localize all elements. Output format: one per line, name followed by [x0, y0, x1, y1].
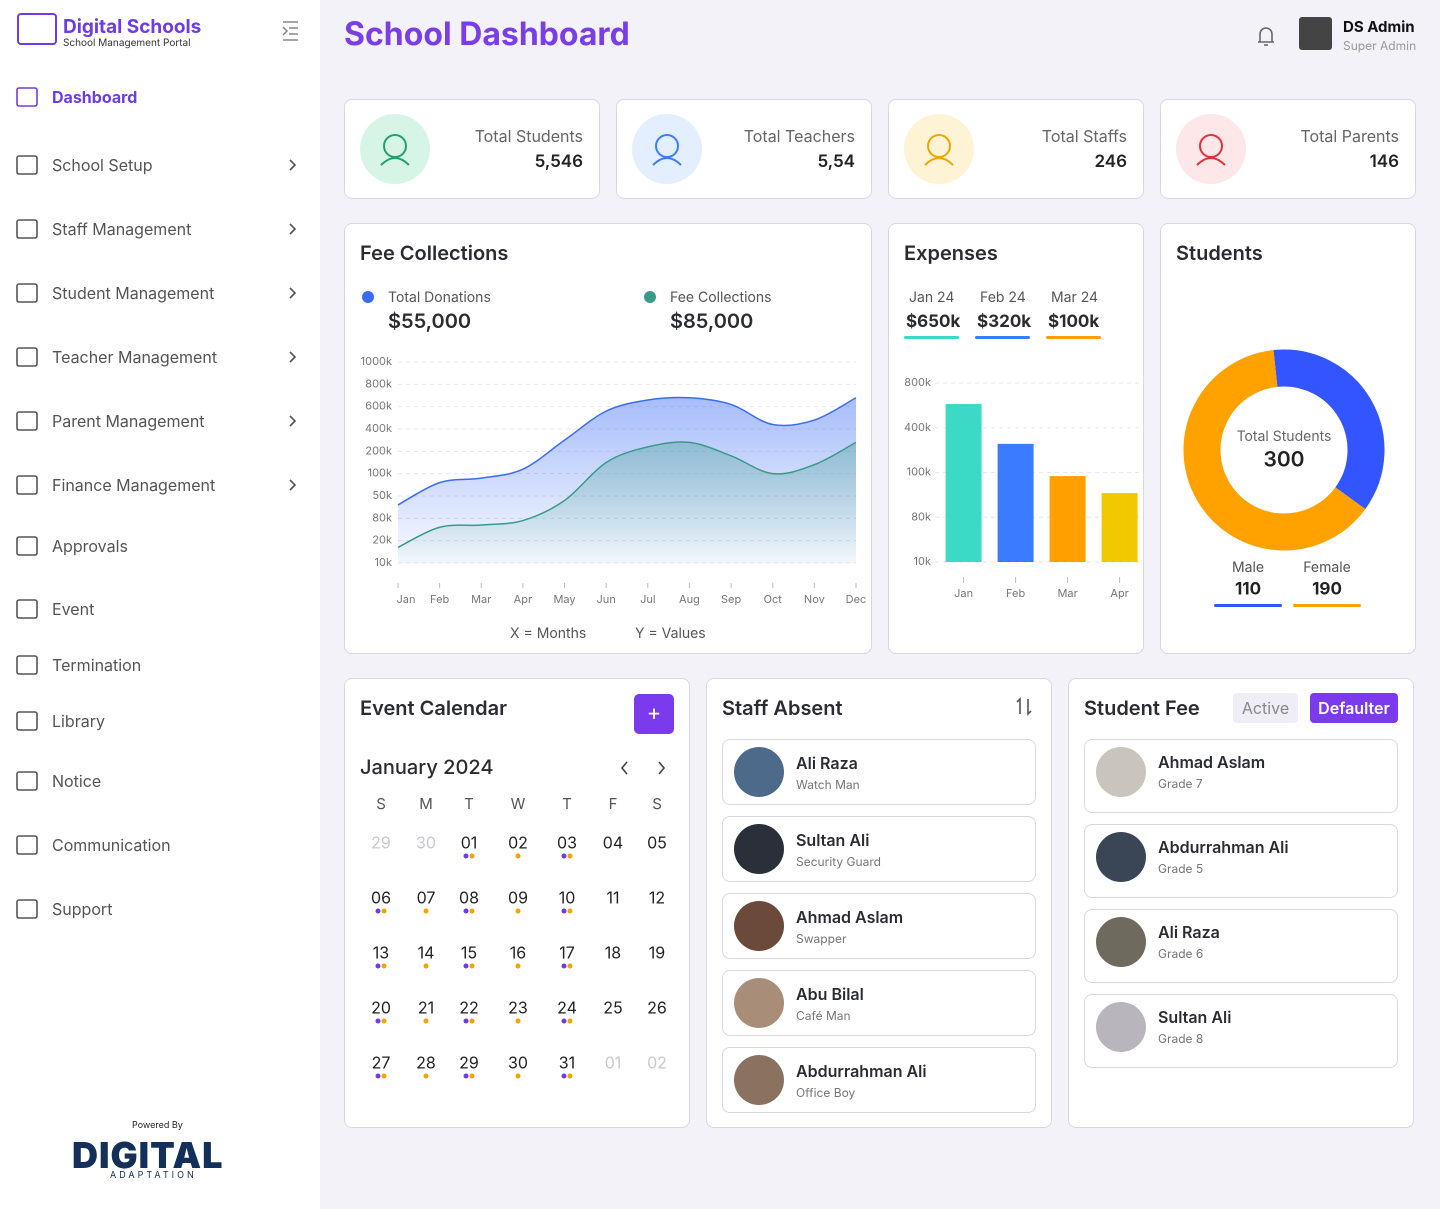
menu-item[interactable]: Student Management [52, 283, 215, 303]
student-grade: Grade 6 [1158, 946, 1204, 961]
list-item[interactable] [1084, 739, 1398, 813]
staff-role: Café Man [796, 1008, 851, 1023]
stat-card [1160, 99, 1416, 199]
student-grade: Grade 8 [1158, 1031, 1204, 1046]
list-item[interactable] [1084, 994, 1398, 1068]
student-name: Ahmad Aslam [1158, 752, 1266, 772]
stat-value: 146 [1369, 152, 1399, 172]
stat-label: Total Teachers [743, 126, 855, 146]
add-button[interactable]: + [634, 694, 674, 734]
powered-by: Powered By [132, 1120, 183, 1131]
expense-month: Jan 24 [909, 289, 955, 306]
expense-amount: $100k [1048, 312, 1100, 332]
stat-label: Total Staffs [1041, 126, 1127, 146]
card [344, 223, 872, 654]
staff-role: Swapper [796, 931, 847, 946]
list-item[interactable] [1084, 824, 1398, 898]
stat-card [888, 99, 1144, 199]
card-title: Event Calendar [360, 696, 508, 720]
list-item[interactable] [722, 739, 1036, 805]
stat-card [616, 99, 872, 199]
menu-item[interactable]: Event [52, 599, 95, 619]
footer-sub: ADAPTATION [110, 1170, 197, 1181]
brand: Digital Schools [63, 15, 202, 38]
stat-label: Total Parents [1300, 126, 1399, 146]
menu-item[interactable]: Termination [52, 655, 142, 675]
menu-item[interactable]: Support [52, 899, 113, 919]
menu-item[interactable]: Approvals [52, 536, 128, 556]
staff-name: Sultan Ali [796, 830, 870, 850]
stat-value: 246 [1094, 152, 1127, 172]
list-item[interactable] [1084, 909, 1398, 983]
student-grade: Grade 5 [1158, 861, 1204, 876]
stat-label: Total Students [474, 126, 583, 146]
menu-item[interactable]: Staff Management [52, 219, 192, 239]
menu-item[interactable]: Finance Management [52, 475, 216, 495]
staff-name: Ali Raza [796, 753, 858, 773]
card-title: Students [1176, 241, 1263, 265]
card [1160, 223, 1416, 654]
staff-role: Watch Man [796, 777, 860, 792]
footer-logo: DIGITAL [72, 1133, 224, 1177]
staff-name: Abdurrahman Ali [796, 1061, 927, 1081]
stat-card [344, 99, 600, 199]
staff-role: Security Guard [796, 854, 881, 869]
staff-name: Abu Bilal [796, 984, 864, 1004]
expense-month: Feb 24 [980, 289, 1026, 306]
stat-value: 5,546 [534, 152, 583, 172]
expense-amount: $650k [906, 312, 961, 332]
tab[interactable]: Active [1233, 693, 1298, 723]
user-role: Super Admin [1343, 38, 1417, 53]
legend-total: $85,000 [670, 309, 754, 333]
menu-item[interactable]: School Setup [52, 155, 153, 175]
legend-total: $55,000 [388, 309, 472, 333]
card-title: Expenses [904, 241, 998, 265]
card [344, 678, 690, 1128]
y-axis-label: Y = Values [635, 625, 706, 642]
x-axis-label: X = Months [510, 625, 587, 642]
student-name: Abdurrahman Ali [1158, 837, 1289, 857]
sidebar [0, 0, 320, 1209]
student-name: Sultan Ali [1158, 1007, 1232, 1027]
staff-name: Ahmad Aslam [796, 907, 904, 927]
menu-item[interactable]: Communication [52, 835, 171, 855]
avatar [1299, 17, 1332, 50]
bell [1258, 27, 1274, 46]
month-label: January 2024 [360, 755, 494, 779]
expense-amount: $320k [977, 312, 1032, 332]
user-name: DS Admin [1343, 17, 1415, 36]
legend-name: Fee Collections [670, 289, 772, 306]
menu-item[interactable]: Parent Management [52, 411, 205, 431]
student-grade: Grade 7 [1158, 776, 1203, 791]
student-name: Ali Raza [1158, 922, 1220, 942]
list-item[interactable] [722, 816, 1036, 882]
tab[interactable]: Defaulter [1310, 693, 1398, 723]
legend-name: Total Donations [388, 289, 491, 306]
staff-role: Office Boy [796, 1085, 856, 1100]
menu-item[interactable]: Dashboard [52, 87, 138, 107]
expense-month: Mar 24 [1051, 289, 1099, 306]
page-title: School Dashboard [344, 14, 630, 53]
menu-item[interactable]: Notice [52, 771, 102, 791]
menu-item[interactable]: Library [52, 711, 105, 731]
menu-item[interactable]: Teacher Management [52, 347, 218, 367]
stat-value: 5,54 [817, 152, 855, 172]
card-title: Fee Collections [360, 241, 509, 265]
card-title: Staff Absent [722, 696, 843, 720]
card [888, 223, 1144, 654]
list-item[interactable] [722, 970, 1036, 1036]
tagline: School Management Portal [63, 37, 191, 49]
card-title: Student Fee [1084, 696, 1200, 720]
